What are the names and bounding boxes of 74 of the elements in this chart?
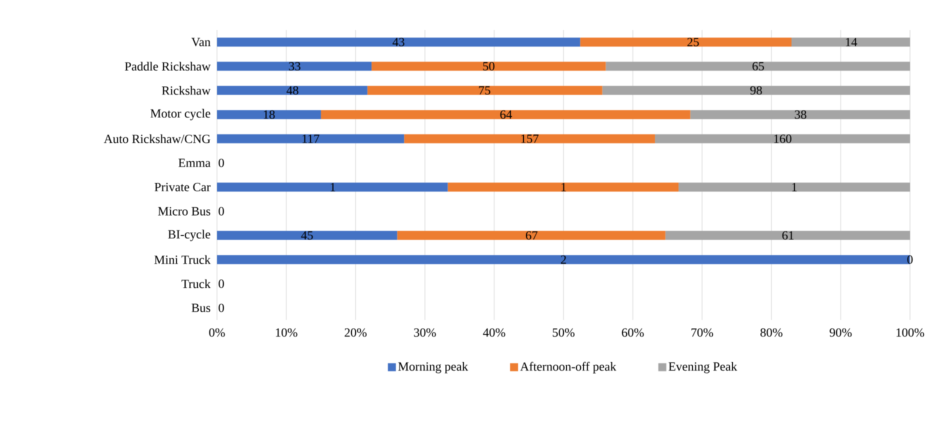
annotation: 48 xyxy=(286,86,298,95)
y-tick-label: Micro Bus xyxy=(158,207,210,216)
legend-label: Evening Peak xyxy=(668,362,738,374)
annotation: 33 xyxy=(288,62,300,70)
annotation: 67 xyxy=(526,231,538,240)
annotation: 98 xyxy=(750,86,762,95)
annotation: 14 xyxy=(846,38,858,46)
bar xyxy=(217,62,372,71)
bar xyxy=(448,182,679,192)
annotation: 1 xyxy=(792,182,797,192)
annotation: 0 xyxy=(218,207,224,216)
annotation: 160 xyxy=(774,134,792,143)
bar xyxy=(217,134,404,144)
x-tick-label: 20% xyxy=(344,328,367,337)
x-tick-label: 0% xyxy=(209,328,225,337)
bar xyxy=(217,38,580,47)
annotation: 157 xyxy=(521,134,539,143)
annotation: 1 xyxy=(561,182,566,192)
y-tick-label: Mini Truck xyxy=(154,255,211,264)
bar xyxy=(690,110,910,120)
annotation: 65 xyxy=(752,62,764,70)
bar xyxy=(320,110,690,120)
x-tick-label: 40% xyxy=(483,328,506,337)
x-tick-label: 50% xyxy=(552,328,574,337)
annotation: 75 xyxy=(479,86,490,95)
annotation: 0 xyxy=(218,304,224,312)
annotation: 2 xyxy=(560,255,566,264)
bar xyxy=(404,134,655,144)
bar xyxy=(602,86,910,95)
annotation: 117 xyxy=(302,134,320,143)
x-tick-label: 90% xyxy=(830,328,852,337)
annotation: 0 xyxy=(218,280,224,288)
annotation: 64 xyxy=(500,110,512,119)
bar xyxy=(678,182,910,192)
annotation: 25 xyxy=(687,38,699,46)
bar xyxy=(397,230,666,240)
bar xyxy=(580,38,792,47)
y-tick-label: Truck xyxy=(182,279,211,288)
annotation: 61 xyxy=(782,231,794,240)
bar xyxy=(217,182,448,192)
y-tick-label: BI-cycle xyxy=(168,230,210,242)
bar xyxy=(217,110,321,120)
annotation: 1 xyxy=(330,182,336,192)
annotation: 38 xyxy=(794,110,806,119)
y-tick-label: Bus xyxy=(192,304,210,312)
annotation: 0 xyxy=(218,158,224,168)
y-tick-label: Private Car xyxy=(154,182,211,192)
legend-label: Morning peak xyxy=(398,362,468,374)
x-tick-label: 10% xyxy=(276,328,298,337)
y-tick-label: Paddle Rickshaw xyxy=(124,62,211,71)
y-tick-label: Motor cycle xyxy=(150,108,210,120)
x-tick-label: 70% xyxy=(692,328,714,337)
x-tick-label: 30% xyxy=(414,328,436,337)
annotation: 45 xyxy=(301,231,313,240)
legend-label: Afternoon-off peak xyxy=(520,362,616,374)
bar xyxy=(217,86,368,95)
bar xyxy=(792,38,910,47)
x-tick-label: 100% xyxy=(896,328,924,337)
y-tick-label: Auto Rickshaw/CNG xyxy=(104,134,210,144)
bar xyxy=(665,230,910,240)
bar xyxy=(372,62,606,71)
bar xyxy=(606,62,910,71)
y-tick-label: Van xyxy=(191,38,210,46)
annotation: 0 xyxy=(907,255,913,264)
bar xyxy=(217,230,398,240)
annotation: 43 xyxy=(392,38,404,46)
y-tick-label: Emma xyxy=(178,158,210,168)
x-tick-label: 60% xyxy=(622,328,644,337)
bar xyxy=(367,86,602,95)
y-tick-label: Rickshaw xyxy=(162,86,211,95)
bar xyxy=(654,134,910,144)
annotation: 50 xyxy=(483,62,494,70)
annotation: 18 xyxy=(264,110,275,119)
x-tick-label: 80% xyxy=(760,328,782,337)
